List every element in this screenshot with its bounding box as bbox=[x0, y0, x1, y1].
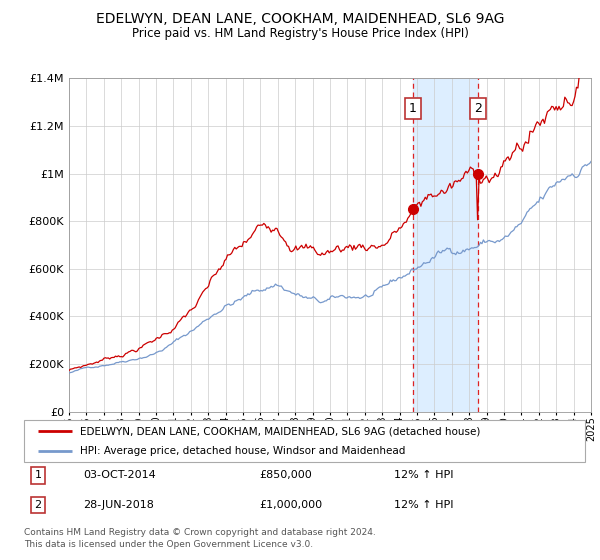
Text: EDELWYN, DEAN LANE, COOKHAM, MAIDENHEAD, SL6 9AG: EDELWYN, DEAN LANE, COOKHAM, MAIDENHEAD,… bbox=[96, 12, 504, 26]
Text: 2: 2 bbox=[474, 102, 482, 115]
Text: £850,000: £850,000 bbox=[260, 470, 313, 480]
Bar bbox=[413, 78, 478, 412]
Text: HPI: Average price, detached house, Windsor and Maidenhead: HPI: Average price, detached house, Wind… bbox=[80, 446, 406, 456]
Text: EDELWYN, DEAN LANE, COOKHAM, MAIDENHEAD, SL6 9AG (detached house): EDELWYN, DEAN LANE, COOKHAM, MAIDENHEAD,… bbox=[80, 426, 481, 436]
Text: Price paid vs. HM Land Registry's House Price Index (HPI): Price paid vs. HM Land Registry's House … bbox=[131, 27, 469, 40]
Text: 2: 2 bbox=[34, 500, 41, 510]
Text: 12% ↑ HPI: 12% ↑ HPI bbox=[394, 470, 454, 480]
Text: 1: 1 bbox=[409, 102, 416, 115]
Text: £1,000,000: £1,000,000 bbox=[260, 500, 323, 510]
Text: 28-JUN-2018: 28-JUN-2018 bbox=[83, 500, 154, 510]
Text: 03-OCT-2014: 03-OCT-2014 bbox=[83, 470, 155, 480]
FancyBboxPatch shape bbox=[24, 420, 585, 462]
Text: This data is licensed under the Open Government Licence v3.0.: This data is licensed under the Open Gov… bbox=[24, 540, 313, 549]
Text: 1: 1 bbox=[35, 470, 41, 480]
Text: 12% ↑ HPI: 12% ↑ HPI bbox=[394, 500, 454, 510]
Text: Contains HM Land Registry data © Crown copyright and database right 2024.: Contains HM Land Registry data © Crown c… bbox=[24, 528, 376, 536]
